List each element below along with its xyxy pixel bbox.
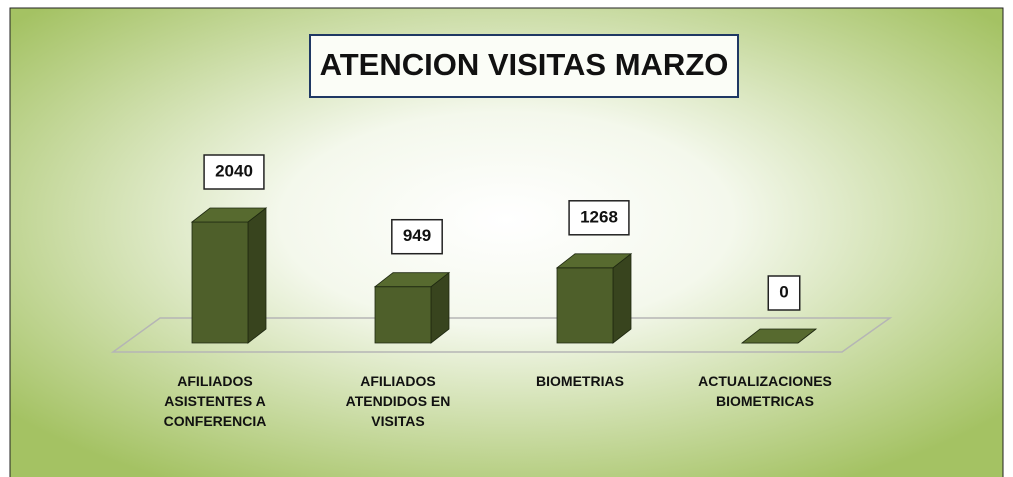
bar [555, 252, 633, 344]
bar-top [190, 207, 268, 223]
floor [110, 317, 893, 353]
value-label: 0 [779, 282, 788, 301]
title-box [309, 34, 739, 98]
value-label: 949 [403, 226, 431, 245]
chart-title: ATENCION VISITAS MARZO [320, 47, 729, 82]
bar-side [612, 252, 632, 344]
value-label: 1268 [580, 207, 618, 226]
x-tick-label: AFILIADOS ASISTENTES A CONFERENCIA [163, 373, 267, 429]
x-tick-label: AFILIADOS ATENDIDOS EN VISITAS [345, 373, 451, 429]
bar-top [740, 328, 818, 344]
bar-top [373, 272, 451, 288]
bar-side [247, 207, 267, 344]
x-tick-label: ACTUALIZACIONES BIOMETRICAS [698, 373, 832, 409]
bar-front [191, 221, 249, 344]
value-label: 2040 [215, 161, 253, 180]
bar [740, 328, 818, 344]
bar-front [556, 267, 614, 344]
value-label-box [568, 200, 630, 236]
bar-top [555, 253, 633, 269]
value-label-box [203, 154, 265, 190]
value-label-box [767, 275, 801, 311]
bar-front [374, 286, 432, 344]
value-label-box [391, 218, 443, 255]
x-tick-label: BIOMETRIAS [536, 373, 624, 389]
bar [190, 207, 268, 344]
bar [373, 271, 451, 344]
